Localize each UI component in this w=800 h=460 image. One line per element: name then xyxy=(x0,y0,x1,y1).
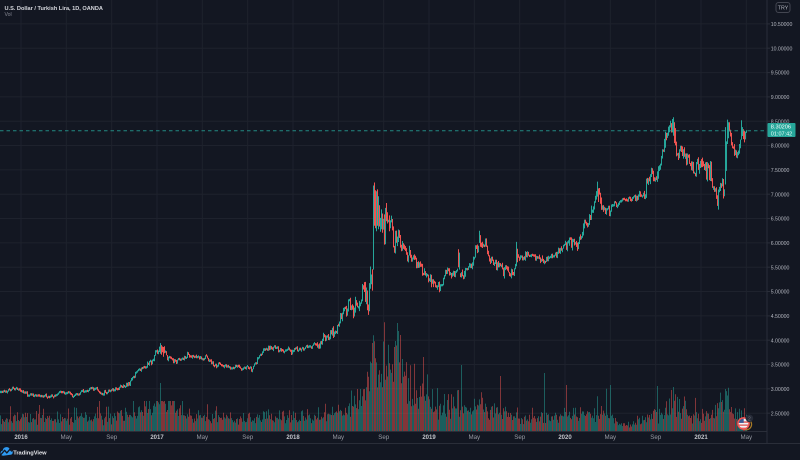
svg-text:7.00000: 7.00000 xyxy=(771,192,790,198)
svg-text:2017: 2017 xyxy=(150,435,164,441)
svg-text:May: May xyxy=(604,434,617,441)
svg-text:8.30206: 8.30206 xyxy=(771,125,791,131)
svg-text:9.50000: 9.50000 xyxy=(771,71,790,77)
svg-text:3.50000: 3.50000 xyxy=(771,363,790,369)
svg-text:01:07:42: 01:07:42 xyxy=(771,131,792,137)
svg-text:TradingView: TradingView xyxy=(13,450,47,456)
svg-text:5.00000: 5.00000 xyxy=(771,290,790,296)
svg-text:Sep: Sep xyxy=(242,434,254,441)
svg-text:U.S. Dollar / Turkish Lira, 1D: U.S. Dollar / Turkish Lira, 1D, OANDA xyxy=(5,6,103,12)
svg-text:May: May xyxy=(740,434,753,441)
svg-text:2019: 2019 xyxy=(422,435,436,441)
svg-text:2020: 2020 xyxy=(558,435,572,441)
svg-text:Sep: Sep xyxy=(106,434,118,441)
svg-text:6.50000: 6.50000 xyxy=(771,217,790,223)
svg-text:May: May xyxy=(60,434,73,441)
svg-text:3.00000: 3.00000 xyxy=(771,387,790,393)
svg-text:2.50000: 2.50000 xyxy=(771,411,790,417)
svg-text:Sep: Sep xyxy=(514,434,526,441)
svg-text:May: May xyxy=(196,434,209,441)
svg-text:8.50000: 8.50000 xyxy=(771,119,790,125)
svg-text:2: 2 xyxy=(748,416,751,422)
svg-text:2018: 2018 xyxy=(286,435,300,441)
svg-text:Sep: Sep xyxy=(650,434,662,441)
svg-text:TRY: TRY xyxy=(778,6,789,12)
svg-text:10.00000: 10.00000 xyxy=(771,46,793,52)
svg-text:4.00000: 4.00000 xyxy=(771,338,790,344)
svg-text:Vol: Vol xyxy=(5,12,12,18)
svg-text:May: May xyxy=(332,434,345,441)
svg-text:6.00000: 6.00000 xyxy=(771,241,790,247)
svg-text:2021: 2021 xyxy=(694,435,708,441)
svg-text:May: May xyxy=(468,434,481,441)
svg-text:Sep: Sep xyxy=(378,434,390,441)
svg-text:4.50000: 4.50000 xyxy=(771,314,790,320)
svg-text:8.00000: 8.00000 xyxy=(771,144,790,150)
svg-text:9.00000: 9.00000 xyxy=(771,95,790,101)
svg-text:5.50000: 5.50000 xyxy=(771,265,790,271)
svg-text:10.50000: 10.50000 xyxy=(771,22,793,28)
svg-text:2016: 2016 xyxy=(14,435,28,441)
svg-text:7.50000: 7.50000 xyxy=(771,168,790,174)
